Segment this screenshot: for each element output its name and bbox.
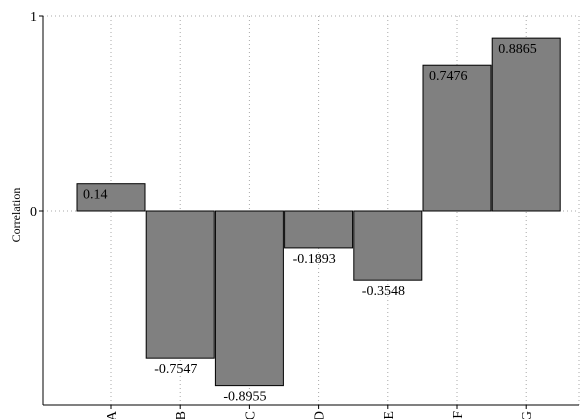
data-label-F: 0.7476	[429, 69, 468, 84]
x-tick-label-B: B	[174, 411, 189, 419]
data-label-D: -0.1893	[293, 252, 336, 267]
data-label-G: 0.8865	[498, 42, 537, 57]
data-label-C: -0.8955	[223, 390, 266, 405]
data-label-E: -0.3548	[362, 284, 405, 299]
x-tick-label-A: A	[105, 410, 120, 419]
labels-layer: 1 0 0.14 A -0.7547 B -0.8955 C -0.1893 D -0.3548 E 0…	[30, 10, 537, 419]
bar-A	[76, 183, 146, 212]
data-label-A: 0.14	[83, 188, 108, 203]
y-tick-label: 1	[30, 10, 37, 25]
bar-B	[145, 210, 215, 359]
bar-E	[353, 210, 423, 281]
x-tick-label-E: E	[382, 411, 397, 419]
data-label-B: -0.7547	[154, 362, 197, 377]
bar-G	[491, 37, 561, 212]
x-tick-label-G: G	[520, 411, 535, 419]
bars-layer	[76, 37, 561, 387]
axes-layer	[42, 16, 579, 406]
bar-D	[284, 210, 354, 249]
x-tick-label-C: C	[243, 411, 258, 419]
bar-F	[422, 64, 492, 212]
bar-C	[214, 210, 284, 387]
y-tick-label: 0	[30, 205, 37, 220]
x-tick-label-D: D	[313, 411, 328, 419]
x-tick-label-F: F	[451, 411, 466, 419]
y-axis-title: Correlation	[9, 188, 23, 243]
